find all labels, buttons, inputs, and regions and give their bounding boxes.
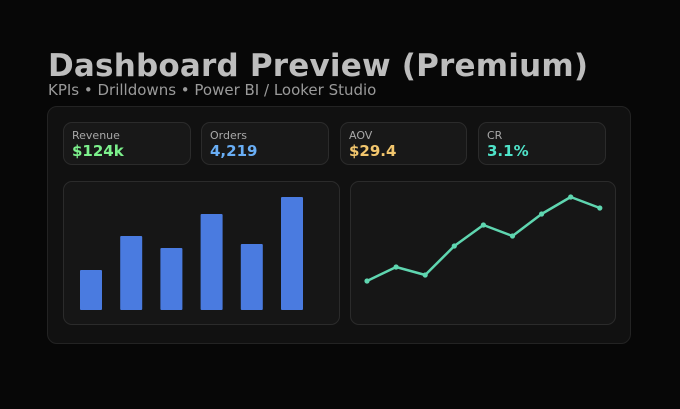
bar-chart-card[interactable]	[63, 181, 340, 325]
page-title: Dashboard Preview (Premium)	[48, 48, 589, 84]
kpi-label-cr: CR	[487, 129, 503, 142]
page-subtitle: KPIs • Drilldowns • Power BI / Looker St…	[48, 81, 377, 99]
bar-chart	[80, 197, 303, 310]
line-point-6[interactable]	[539, 211, 545, 217]
kpi-card-revenue[interactable]: Revenue $124k	[63, 122, 191, 165]
bar-5[interactable]	[281, 197, 303, 310]
line-chart-card[interactable]	[350, 181, 616, 325]
bar-4[interactable]	[240, 244, 263, 310]
bar-1[interactable]	[120, 236, 143, 310]
kpi-value-cr: 3.1%	[487, 142, 529, 160]
line-point-3[interactable]	[451, 243, 457, 249]
kpi-label-revenue: Revenue	[72, 129, 120, 142]
bar-0[interactable]	[80, 270, 102, 310]
line-series	[366, 195, 601, 283]
kpi-label-orders: Orders	[210, 129, 247, 142]
kpi-card-cr[interactable]: CR 3.1%	[478, 122, 606, 165]
kpi-value-revenue: $124k	[72, 142, 124, 160]
bar-2[interactable]	[160, 248, 183, 310]
kpi-value-aov: $29.4	[349, 142, 397, 160]
kpi-label-aov: AOV	[349, 129, 373, 142]
bar-3[interactable]	[200, 214, 223, 310]
kpi-value-orders: 4,219	[210, 142, 258, 160]
kpi-card-aov[interactable]: AOV $29.4	[340, 122, 467, 165]
line-point-1[interactable]	[393, 264, 399, 270]
line-point-0[interactable]	[364, 278, 370, 284]
kpi-card-orders[interactable]: Orders 4,219	[201, 122, 329, 165]
line-chart	[364, 194, 603, 284]
line-point-7[interactable]	[568, 194, 574, 200]
line-point-5[interactable]	[509, 233, 516, 239]
line-point-8[interactable]	[597, 205, 603, 211]
line-point-2[interactable]	[422, 272, 428, 278]
line-point-4[interactable]	[480, 222, 486, 228]
